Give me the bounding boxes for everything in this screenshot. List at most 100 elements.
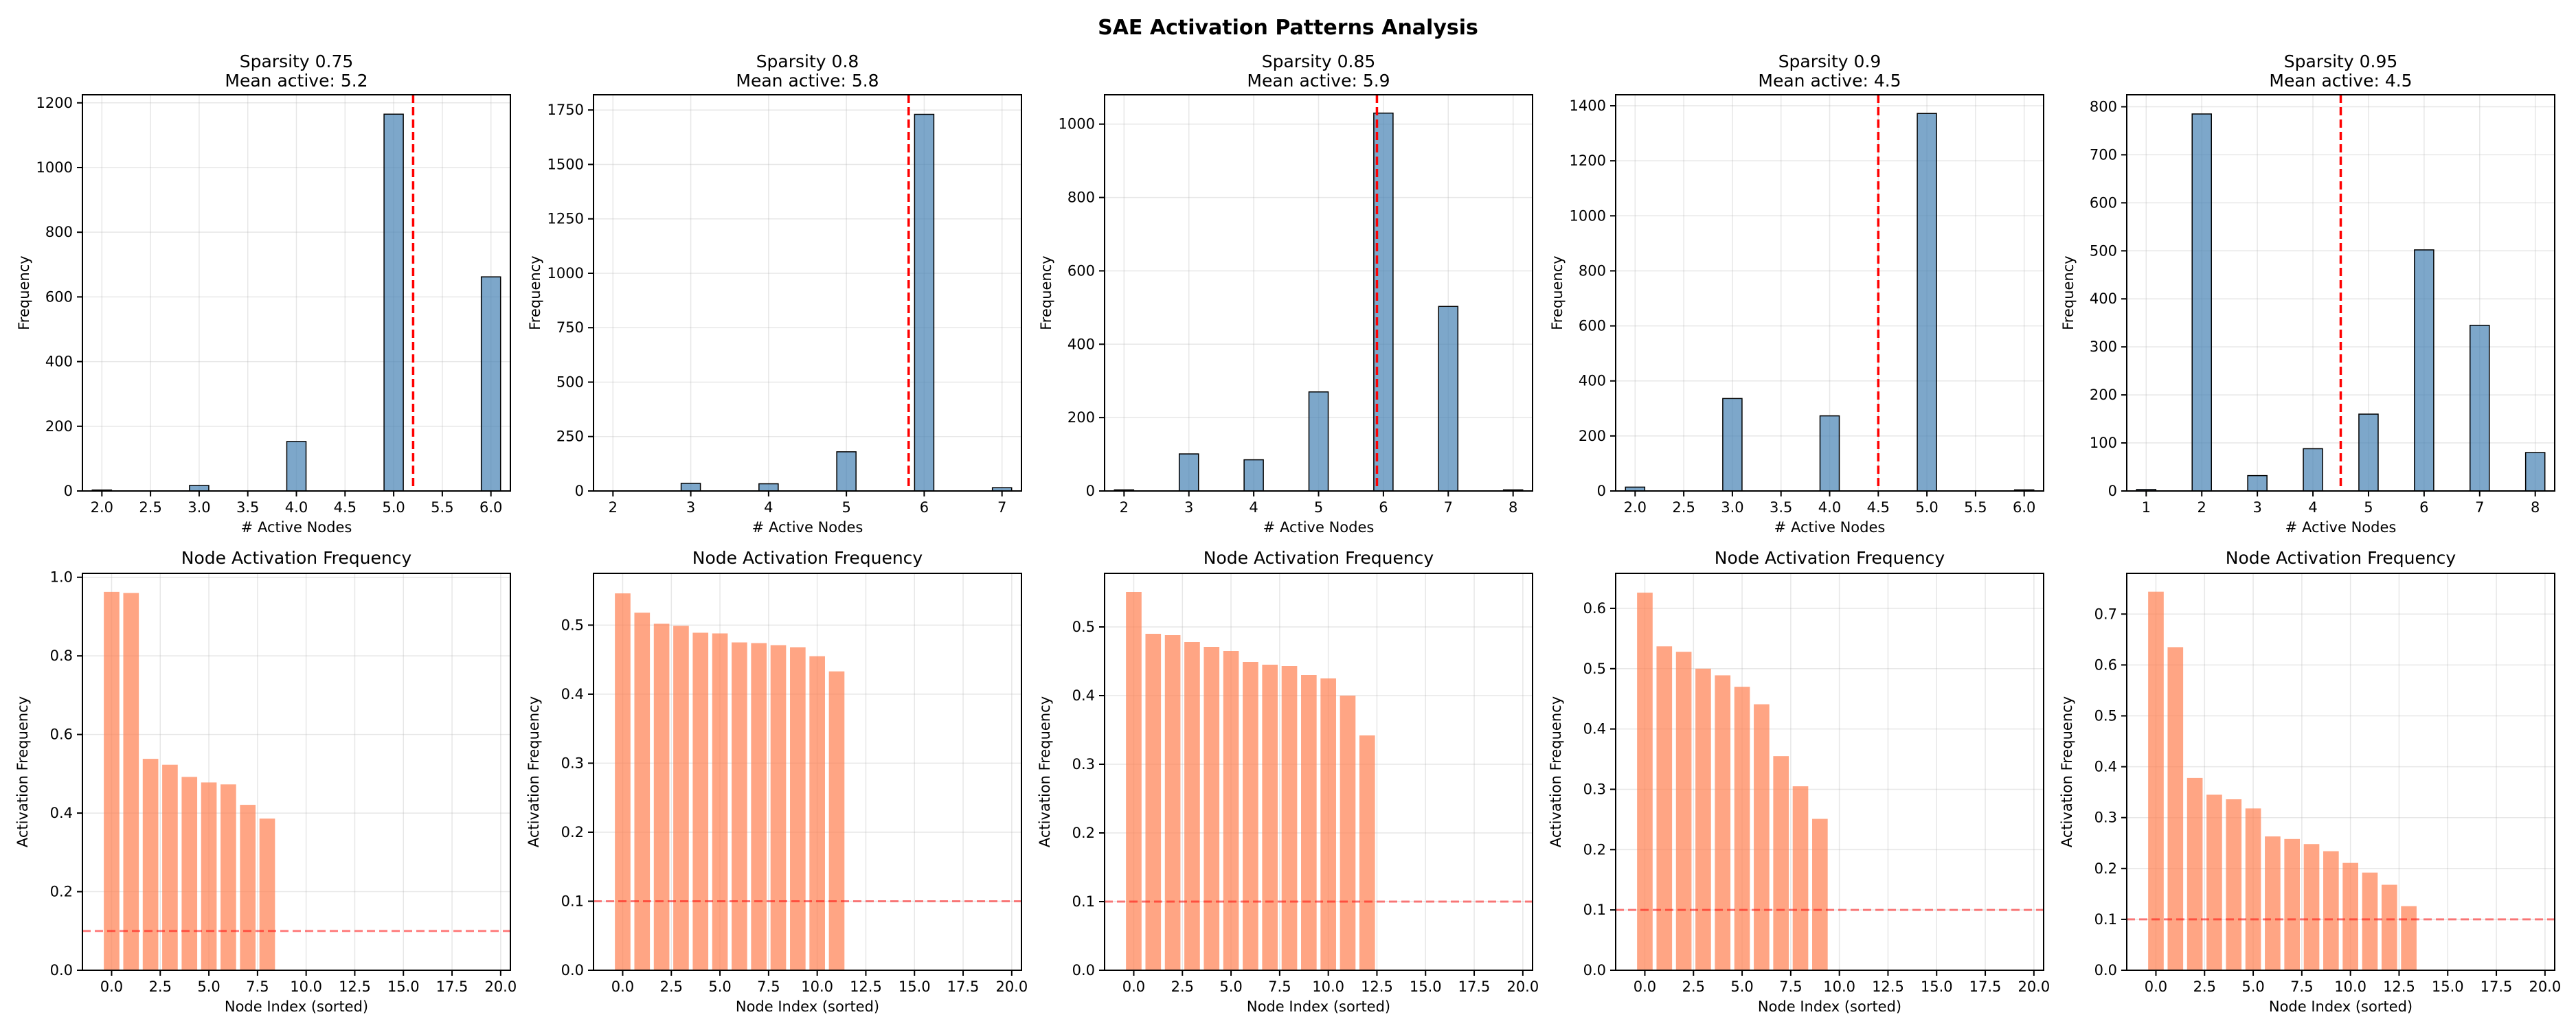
- y-tick-label: 600: [2090, 194, 2117, 211]
- y-tick-label: 0.6: [2094, 656, 2117, 673]
- axes-frame: [593, 573, 1022, 971]
- x-tick-label: 15.0: [387, 978, 420, 995]
- y-tick-label: 0.4: [1583, 721, 1606, 737]
- node-bar: [2187, 777, 2203, 970]
- axes-frame: [2126, 94, 2555, 492]
- x-tick-label: 15.0: [1921, 978, 1953, 995]
- histogram-panel: 2 3 4 5 6 7 8 0 200 400 600 800 1000 # Active Nodes Fr…: [1038, 52, 1533, 536]
- histogram-bar: [480, 276, 501, 492]
- node-bar: [1243, 662, 1258, 970]
- node-bar: [1675, 652, 1692, 970]
- y-axis-label: Frequency: [1038, 255, 1054, 330]
- x-tick-label: 2.0: [91, 499, 113, 516]
- histogram-bar: [2358, 413, 2379, 492]
- histogram-bar: [383, 113, 404, 492]
- x-tick-label: 0.0: [100, 978, 123, 995]
- x-axis-label: # Active Nodes: [241, 519, 352, 536]
- node-frequency-panel: 0.0 2.5 5.0 7.5 10.0 12.5 15.0 17.5 20.0 0.0 0.1 0.…: [1037, 548, 1539, 1015]
- panel-subtitle: Mean active: 5.8: [736, 71, 879, 91]
- y-axis-label: Activation Frequency: [1548, 696, 1564, 847]
- node-bar: [259, 819, 275, 970]
- node-bar: [2381, 884, 2397, 970]
- y-tick-label: 1250: [547, 211, 584, 227]
- node-bar: [181, 777, 198, 970]
- y-tick-label: 0.4: [561, 686, 584, 702]
- x-tick-label: 20.0: [1506, 978, 1539, 995]
- x-tick-label: 4.5: [1867, 499, 1890, 516]
- x-tick-label: 2: [1120, 499, 1129, 516]
- histogram-bar: [2414, 249, 2434, 492]
- y-axis-label: Frequency: [1549, 255, 1566, 330]
- panel-subtitle: Mean active: 4.5: [1758, 71, 1901, 91]
- y-tick-label: 500: [556, 374, 584, 390]
- node-bar: [653, 623, 670, 970]
- x-tick-label: 5.0: [708, 978, 731, 995]
- x-tick-label: 6: [920, 499, 929, 516]
- panel-title: Node Activation Frequency: [692, 548, 923, 568]
- y-tick-label: 0: [1086, 483, 1095, 499]
- node-bar: [2226, 799, 2242, 970]
- histogram-bar: [836, 451, 857, 492]
- histogram-bar: [914, 113, 935, 492]
- x-axis-label: Node Index (sorted): [225, 998, 368, 1015]
- y-axis-label: Activation Frequency: [2059, 696, 2075, 847]
- y-tick-label: 0.5: [1072, 619, 1095, 635]
- y-tick-label: 400: [1067, 336, 1095, 352]
- node-bar: [1773, 756, 1789, 970]
- node-bar: [634, 613, 651, 970]
- node-bar: [1792, 786, 1809, 970]
- axes-frame: [1104, 573, 1533, 971]
- x-tick-label: 5.0: [382, 499, 405, 516]
- panel-title: Sparsity 0.75: [240, 52, 354, 71]
- node-bar: [240, 805, 256, 970]
- x-tick-label: 0.0: [2145, 978, 2167, 995]
- y-axis-label: Frequency: [527, 255, 543, 330]
- panel-title: Sparsity 0.8: [756, 52, 859, 71]
- y-tick-label: 1000: [547, 265, 584, 282]
- node-bar: [712, 633, 728, 970]
- x-tick-label: 20.0: [2529, 978, 2561, 995]
- y-tick-label: 0: [2108, 483, 2117, 499]
- x-tick-label: 5: [2364, 499, 2373, 516]
- node-bar: [1204, 647, 1220, 970]
- x-tick-label: 12.5: [1361, 978, 1393, 995]
- histogram-bar: [2303, 448, 2323, 492]
- y-tick-label: 200: [2090, 387, 2117, 403]
- y-tick-label: 0.2: [1072, 825, 1095, 841]
- histogram-bar: [680, 483, 701, 492]
- y-tick-label: 1.0: [50, 569, 73, 586]
- panel-title: Node Activation Frequency: [2226, 548, 2456, 568]
- histogram-panel: 2 3 4 5 6 7 0 250 500 750 1000 1250 1500 1750 # Active…: [527, 52, 1022, 536]
- node-bar: [2148, 591, 2164, 970]
- histogram-bar: [2191, 113, 2212, 492]
- node-bar: [2362, 872, 2378, 970]
- y-tick-label: 0.6: [50, 726, 73, 743]
- x-tick-label: 15.0: [2432, 978, 2464, 995]
- node-bar: [1223, 651, 1239, 970]
- histogram-bar: [758, 483, 779, 492]
- x-tick-label: 7: [997, 499, 1006, 516]
- y-tick-label: 200: [1067, 409, 1095, 426]
- y-tick-label: 1000: [36, 159, 73, 176]
- y-tick-label: 0.3: [2094, 810, 2117, 826]
- x-tick-label: 15.0: [899, 978, 931, 995]
- x-tick-label: 5.0: [1730, 978, 1753, 995]
- node-bar: [1695, 668, 1711, 970]
- x-tick-label: 12.5: [850, 978, 882, 995]
- y-tick-label: 1200: [36, 95, 73, 111]
- histogram-bar: [2247, 474, 2268, 492]
- y-tick-label: 800: [45, 224, 73, 240]
- x-tick-label: 7.5: [757, 978, 780, 995]
- x-tick-label: 10.0: [801, 978, 833, 995]
- x-tick-label: 7: [2475, 499, 2484, 516]
- y-tick-label: 0.4: [1072, 687, 1095, 704]
- axes-frame: [1615, 573, 2044, 971]
- y-tick-label: 800: [2090, 98, 2117, 115]
- panel-title: Node Activation Frequency: [1204, 548, 1434, 568]
- histogram-bar: [1243, 459, 1264, 492]
- y-tick-label: 0.2: [1583, 841, 1606, 858]
- x-tick-label: 17.5: [2481, 978, 2513, 995]
- x-tick-label: 2: [2197, 499, 2206, 516]
- y-tick-label: 0.0: [50, 962, 73, 978]
- y-tick-label: 0.0: [2094, 962, 2117, 978]
